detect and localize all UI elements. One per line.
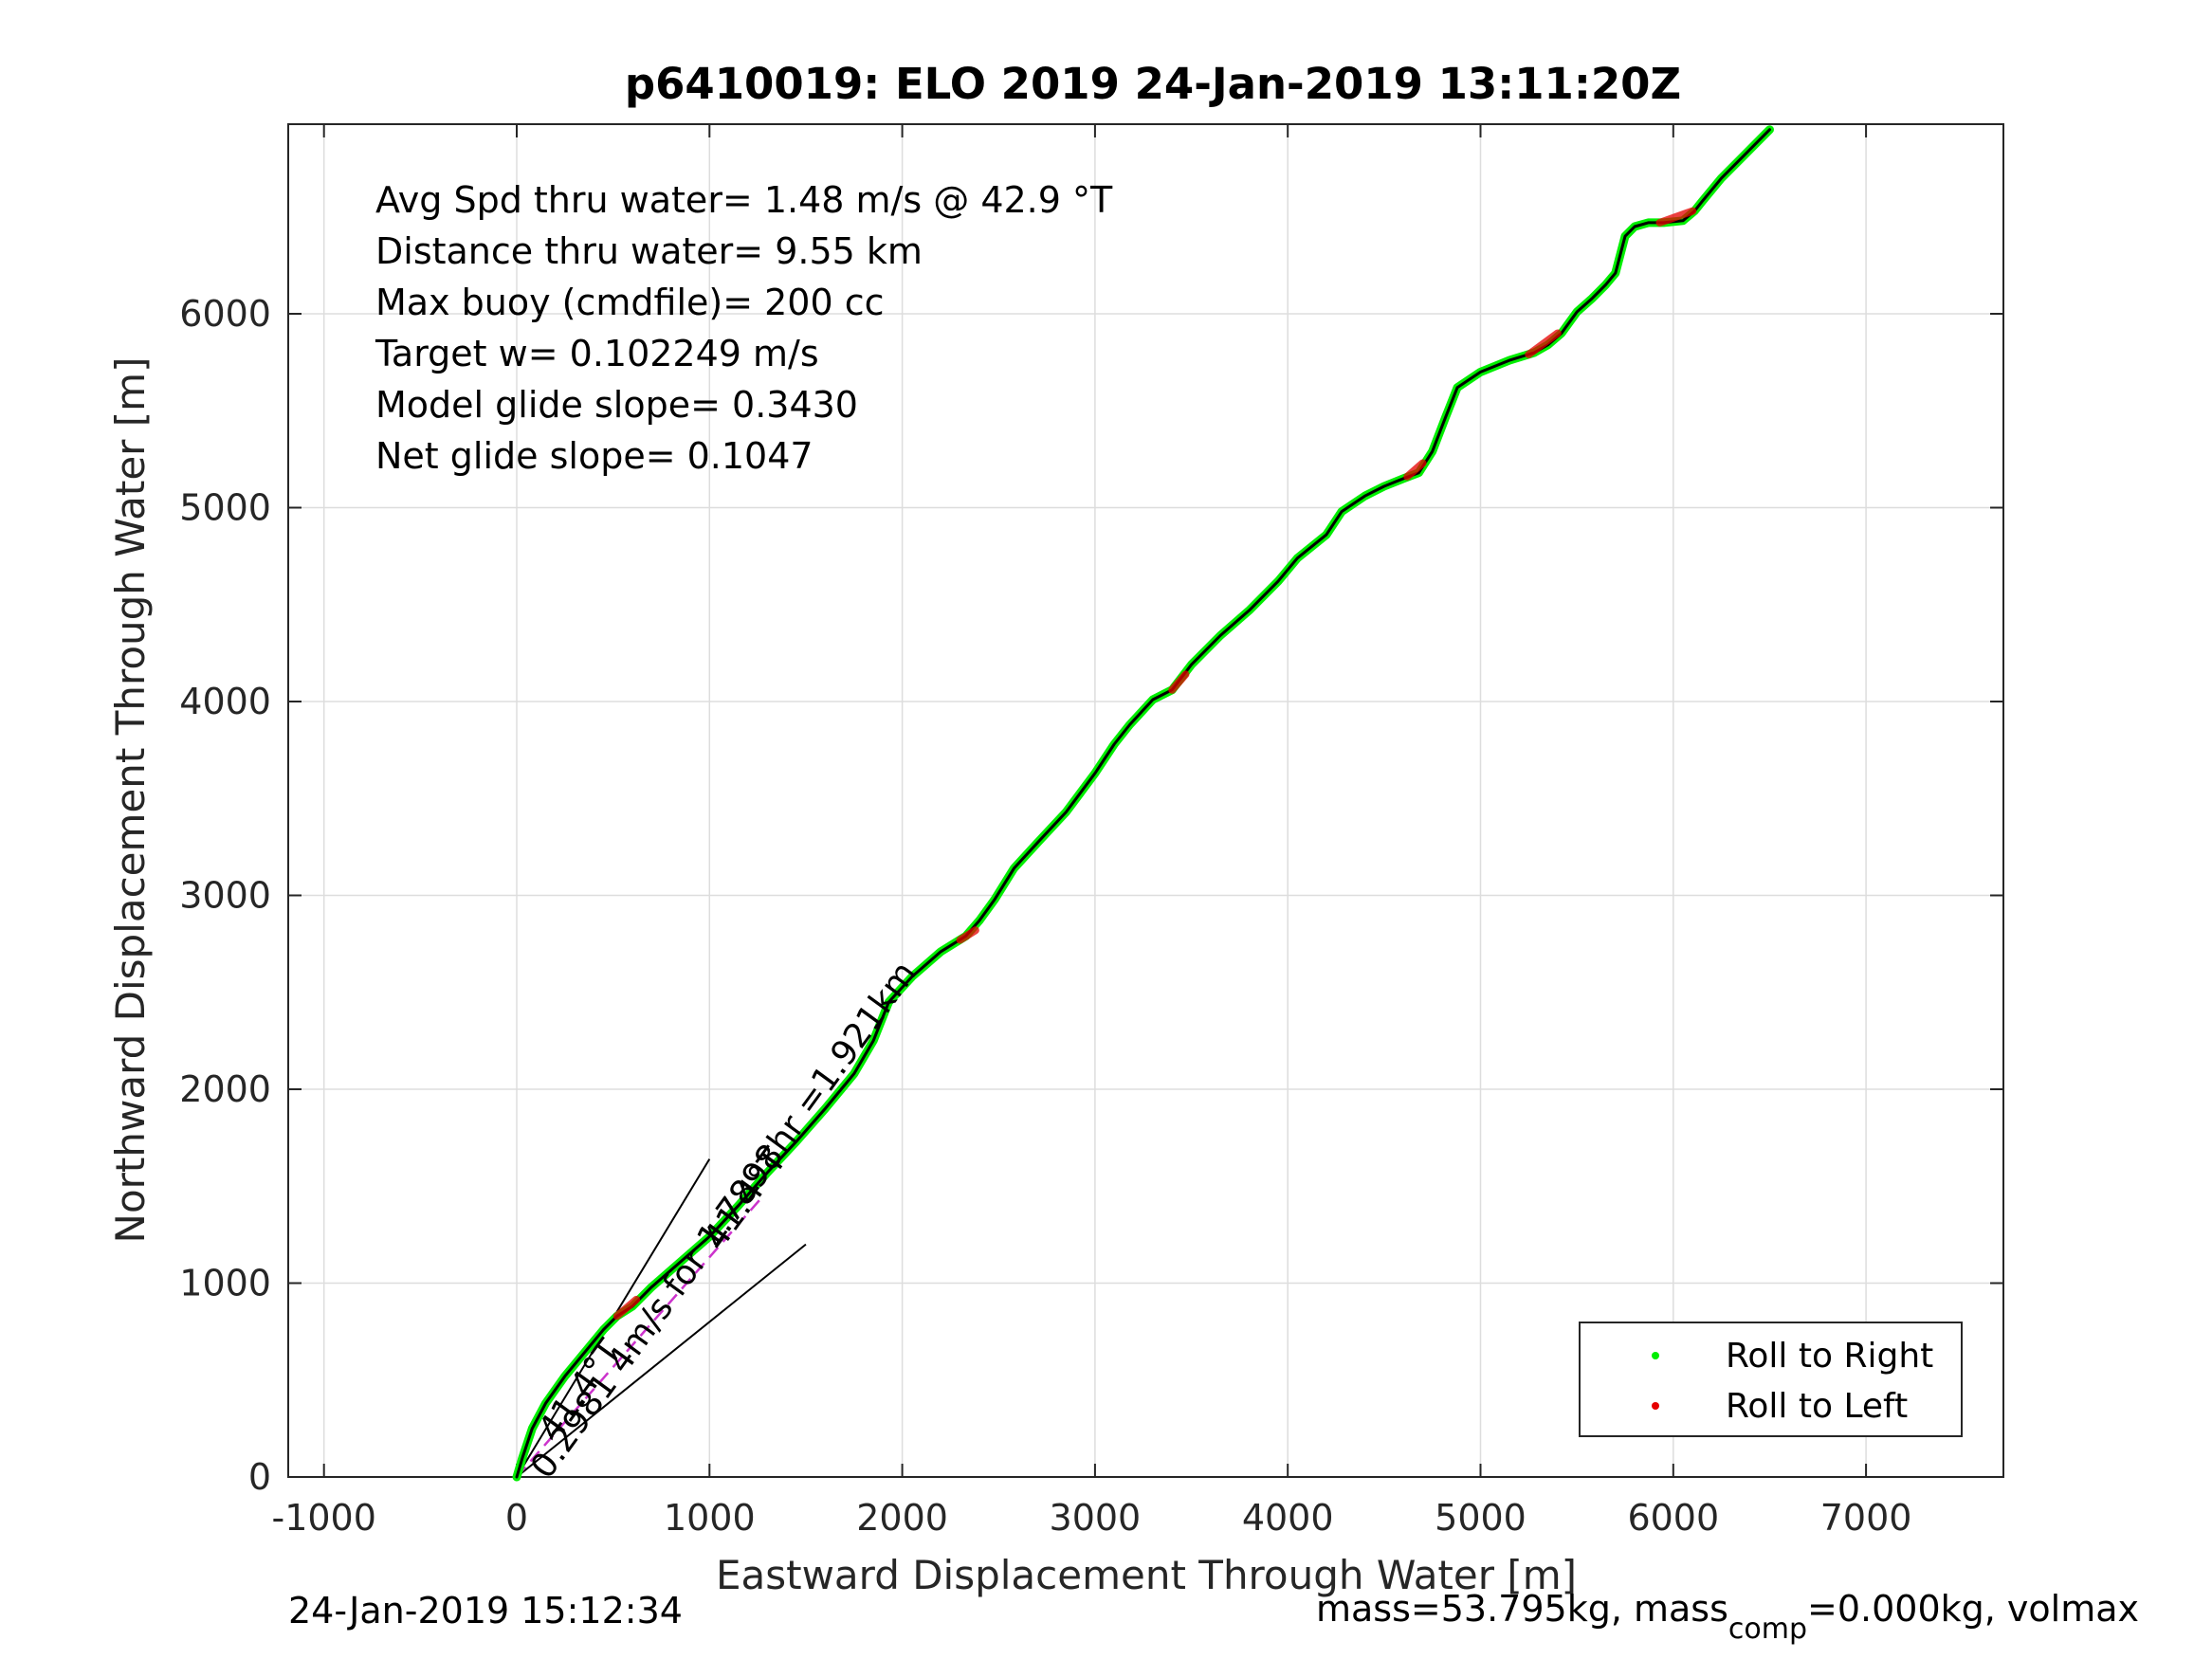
y-tick-label: 0	[248, 1456, 271, 1498]
y-tick-label: 3000	[179, 875, 271, 917]
roll-left-segment	[956, 926, 979, 944]
x-tick-label: 6000	[1627, 1497, 1719, 1539]
footer-timestamp: 24-Jan-2019 15:12:34	[288, 1590, 683, 1632]
x-tick-label: 5000	[1435, 1497, 1526, 1539]
y-axis-label: Northward Displacement Through Water [m]	[107, 357, 154, 1244]
legend-roll-left-marker	[1652, 1402, 1659, 1410]
legend-roll-right-label: Roll to Right	[1726, 1337, 1933, 1376]
roll-left-segment	[1655, 207, 1697, 227]
y-tick-label: 5000	[179, 487, 271, 529]
y-tick-label: 1000	[179, 1263, 271, 1304]
chart-title: p6410019: ELO 2019 24-Jan-2019 13:11:20Z	[625, 59, 1681, 109]
x-tick-label: 3000	[1050, 1497, 1142, 1539]
stat-model-glide: Model glide slope= 0.3430	[375, 384, 858, 426]
footer-mass-pre: mass=53.795kg, mass	[1316, 1588, 1728, 1630]
footer-mass: mass=53.795kg, masscomp=0.000kg, volmax	[1316, 1588, 2139, 1646]
y-tick-label: 6000	[179, 293, 271, 335]
footer-mass-sub: comp	[1728, 1613, 1807, 1646]
x-tick-label: -1000	[271, 1497, 375, 1539]
glide-angle-line	[516, 1243, 807, 1478]
legend-box	[1579, 1322, 1963, 1437]
track-line	[515, 128, 1771, 1479]
roll-left-segment	[1168, 670, 1190, 694]
y-tick-label: 2000	[179, 1068, 271, 1110]
x-tick-label: 7000	[1820, 1497, 1912, 1539]
stat-avg-speed: Avg Spd thru water= 1.48 m/s @ 42.9 °T	[375, 179, 1113, 221]
axis-ticks: -1000 0 1000 2000 3000 4000 5000 6000 7000010002…	[179, 124, 2003, 1539]
x-tick-label: 4000	[1242, 1497, 1334, 1539]
chart-marks	[512, 125, 1774, 1482]
x-tick-label: 0	[505, 1497, 528, 1539]
stat-target-w: Target w= 0.102249 m/s	[375, 333, 819, 374]
x-tick-label: 1000	[664, 1497, 756, 1539]
legend-roll-left-label: Roll to Left	[1726, 1387, 1908, 1426]
legend-roll-right-marker	[1652, 1352, 1659, 1359]
legend: Roll to Right Roll to Left	[1579, 1322, 1963, 1437]
x-tick-label: 2000	[856, 1497, 948, 1539]
grid	[288, 124, 2003, 1478]
footer-mass-post: =0.000kg, volmax	[1807, 1588, 2139, 1630]
stat-max-buoy: Max buoy (cmdfile)= 200 cc	[375, 282, 885, 323]
stat-net-glide: Net glide slope= 0.1047	[375, 435, 814, 477]
stat-distance: Distance thru water= 9.55 km	[375, 230, 923, 272]
x-axis-label: Eastward Displacement Through Water [m]	[716, 1552, 1577, 1598]
y-tick-label: 4000	[179, 681, 271, 722]
roll-left-segment	[1525, 329, 1562, 358]
plot-area-frame	[287, 123, 2004, 1478]
stats-block: Avg Spd thru water= 1.48 m/s @ 42.9 °T D…	[375, 179, 1113, 477]
roll-left-segment	[612, 1295, 641, 1321]
roll-left-segment	[1403, 459, 1427, 481]
